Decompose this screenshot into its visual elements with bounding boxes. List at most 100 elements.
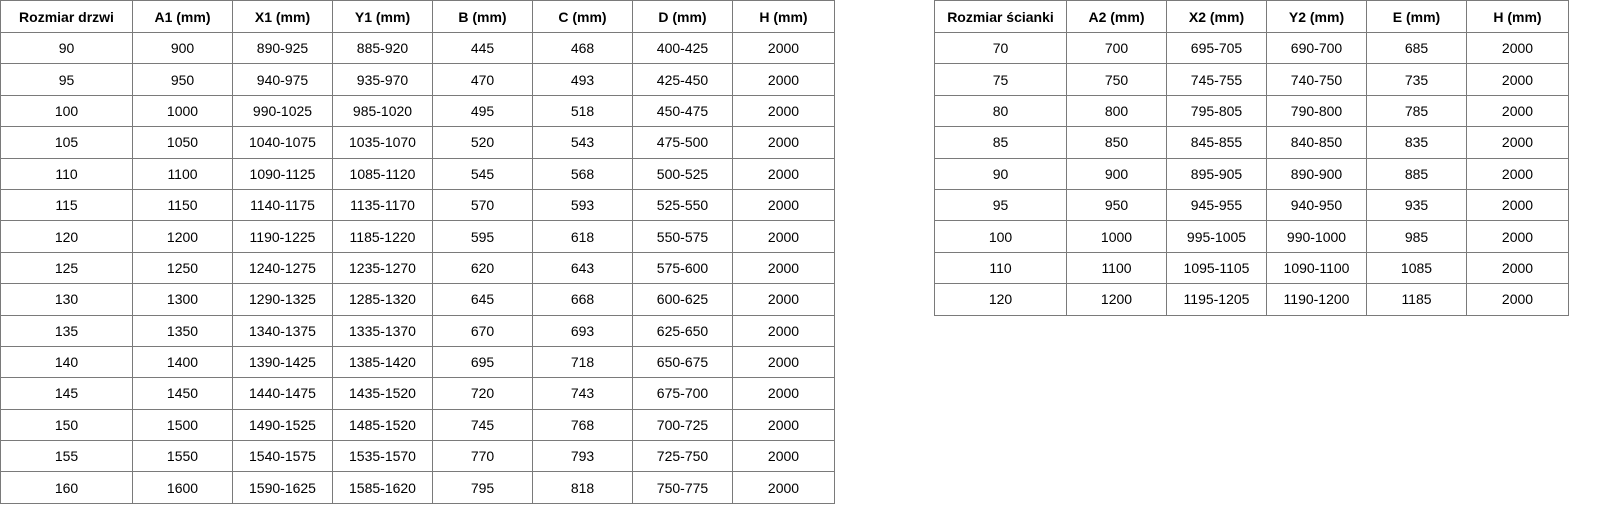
table-cell: 550-575 [632,220,733,253]
table-cell: 1440-1475 [232,377,333,410]
table-cell: 740-750 [1266,63,1367,96]
table-row: 110 1100 1095-1105 1090-1100 1085 2000 [934,251,1569,285]
table-cell: 140 [0,345,133,379]
table-cell: 155 [0,440,133,473]
table-cell: 145 [0,377,133,410]
table-cell: 1100 [1066,251,1167,285]
table-row: 155 1550 1540-1575 1535-1570 770 793 725-750 20… [0,440,835,473]
table-cell: 2000 [1466,63,1569,96]
table-cell: 570 [432,188,533,222]
table-cell: 90 [0,31,133,65]
table-cell: 695-705 [1166,31,1267,65]
table-cell: 575-600 [632,251,733,285]
table-cell: 1100 [132,157,233,190]
column-header: E (mm) [1366,0,1467,33]
table-cell: 70 [934,31,1067,65]
table-cell: 2000 [732,188,835,222]
table-cell: 518 [532,94,633,128]
table-cell: 2000 [1466,283,1569,316]
table-cell: 990-1000 [1266,220,1367,253]
table-cell: 675-700 [632,377,733,410]
table-cell: 950 [132,63,233,96]
table-cell: 2000 [1466,31,1569,65]
table-cell: 845-855 [1166,126,1267,159]
table-cell: 543 [532,126,633,159]
table-cell: 1385-1420 [332,345,433,379]
table-cell: 935 [1366,188,1467,222]
table-cell: 1585-1620 [332,471,433,504]
table-cell: 700-725 [632,408,733,442]
table-cell: 1000 [1066,220,1167,253]
table-cell: 950 [1066,188,1167,222]
table-cell: 768 [532,408,633,442]
table-cell: 1195-1205 [1166,283,1267,316]
table-cell: 985 [1366,220,1467,253]
table-row: 75 750 745-755 740-750 735 2000 [934,63,1569,96]
table-cell: 990-1025 [232,94,333,128]
table-cell: 2000 [732,283,835,316]
table-cell: 125 [0,251,133,285]
table-cell: 1590-1625 [232,471,333,504]
table-cell: 835 [1366,126,1467,159]
table-cell: 1290-1325 [232,283,333,316]
table-cell: 500-525 [632,157,733,190]
table-cell: 890-900 [1266,157,1367,190]
table-cell: 2000 [732,440,835,473]
table-cell: 1200 [132,220,233,253]
wall-panel-dimensions-table: Rozmiar ścianki A2 (mm) X2 (mm) Y2 (mm) E (m… [934,0,1569,316]
table-row: 80 800 795-805 790-800 785 2000 [934,94,1569,128]
table-cell: 1285-1320 [332,283,433,316]
table-cell: 1490-1525 [232,408,333,442]
table-row: 100 1000 995-1005 990-1000 985 2000 [934,220,1569,253]
table-cell: 2000 [1466,126,1569,159]
table-cell: 1190-1225 [232,220,333,253]
table-cell: 400-425 [632,31,733,65]
table-cell: 885-920 [332,31,433,65]
table-row: 150 1500 1490-1525 1485-1520 745 768 700-725 20… [0,408,835,442]
table-cell: 95 [934,188,1067,222]
table-cell: 90 [934,157,1067,190]
table-cell: 800 [1066,94,1167,128]
column-header: Rozmiar ścianki [934,0,1067,33]
table-cell: 720 [432,377,533,410]
table-cell: 700 [1066,31,1167,65]
table-cell: 568 [532,157,633,190]
table-cell: 75 [934,63,1067,96]
table-cell: 2000 [732,220,835,253]
table-cell: 600-625 [632,283,733,316]
column-header: X2 (mm) [1166,0,1267,33]
table-cell: 1250 [132,251,233,285]
column-header: X1 (mm) [232,0,333,33]
table-cell: 2000 [732,377,835,410]
table-cell: 745-755 [1166,63,1267,96]
column-header: Y1 (mm) [332,0,433,33]
table-cell: 2000 [1466,251,1569,285]
table-cell: 445 [432,31,533,65]
table-cell: 80 [934,94,1067,128]
table-cell: 1135-1170 [332,188,433,222]
table-cell: 900 [132,31,233,65]
table-cell: 770 [432,440,533,473]
table-row: 90 900 890-925 885-920 445 468 400-425 2000 [0,31,835,65]
table-cell: 1000 [132,94,233,128]
table-row: 145 1450 1440-1475 1435-1520 720 743 675-700 20… [0,377,835,410]
table-cell: 130 [0,283,133,316]
table-cell: 493 [532,63,633,96]
header-row: Rozmiar ścianki A2 (mm) X2 (mm) Y2 (mm) E (m… [934,0,1569,33]
table-cell: 120 [934,283,1067,316]
column-header: A2 (mm) [1066,0,1167,33]
table-cell: 718 [532,345,633,379]
table-cell: 693 [532,314,633,347]
table-row: 85 850 845-855 840-850 835 2000 [934,126,1569,159]
table-row: 95 950 945-955 940-950 935 2000 [934,188,1569,222]
table-cell: 1040-1075 [232,126,333,159]
table-row: 105 1050 1040-1075 1035-1070 520 543 475-500 20… [0,126,835,159]
table-cell: 795 [432,471,533,504]
table-cell: 1095-1105 [1166,251,1267,285]
table-row: 125 1250 1240-1275 1235-1270 620 643 575-600 20… [0,251,835,285]
column-header: C (mm) [532,0,633,33]
table-cell: 545 [432,157,533,190]
table-cell: 1140-1175 [232,188,333,222]
table-cell: 2000 [732,126,835,159]
table-row: 115 1150 1140-1175 1135-1170 570 593 525-550 20… [0,188,835,222]
